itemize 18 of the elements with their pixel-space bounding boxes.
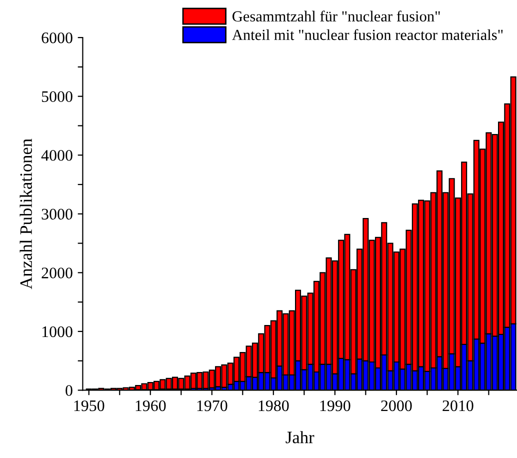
- x-tick-label: 1980: [258, 400, 289, 412]
- y-tick-label: 3000: [42, 208, 72, 220]
- x-tick-label: 2000: [381, 400, 412, 412]
- y-axis-title: Anzahl Publikationen: [20, 138, 32, 290]
- x-tick-label: 1960: [136, 400, 166, 412]
- y-tick-label: 2000: [42, 268, 72, 278]
- y-tick-label: 4000: [41, 150, 72, 161]
- y-tick-label: 5000: [42, 91, 72, 102]
- x-tick-label: 1970: [197, 400, 228, 412]
- y-tick-label: 0: [66, 385, 72, 396]
- legend-label: Anteil mit "nuclear fusion reactor materials": [232, 29, 503, 40]
- y-tick-label: 1000: [42, 326, 72, 338]
- y-tick-label: 6000: [42, 32, 72, 44]
- legend-label: Gesammtzahl für "nuclear fusion": [232, 10, 440, 22]
- x-axis-title: Jahr: [286, 431, 314, 444]
- x-tick-label: 1950: [74, 400, 104, 412]
- x-tick-label: 1990: [320, 400, 350, 412]
- x-tick-label: 2010: [442, 400, 474, 412]
